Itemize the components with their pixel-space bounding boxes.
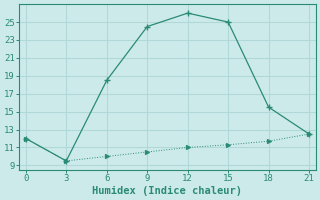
X-axis label: Humidex (Indice chaleur): Humidex (Indice chaleur) [92,186,243,196]
